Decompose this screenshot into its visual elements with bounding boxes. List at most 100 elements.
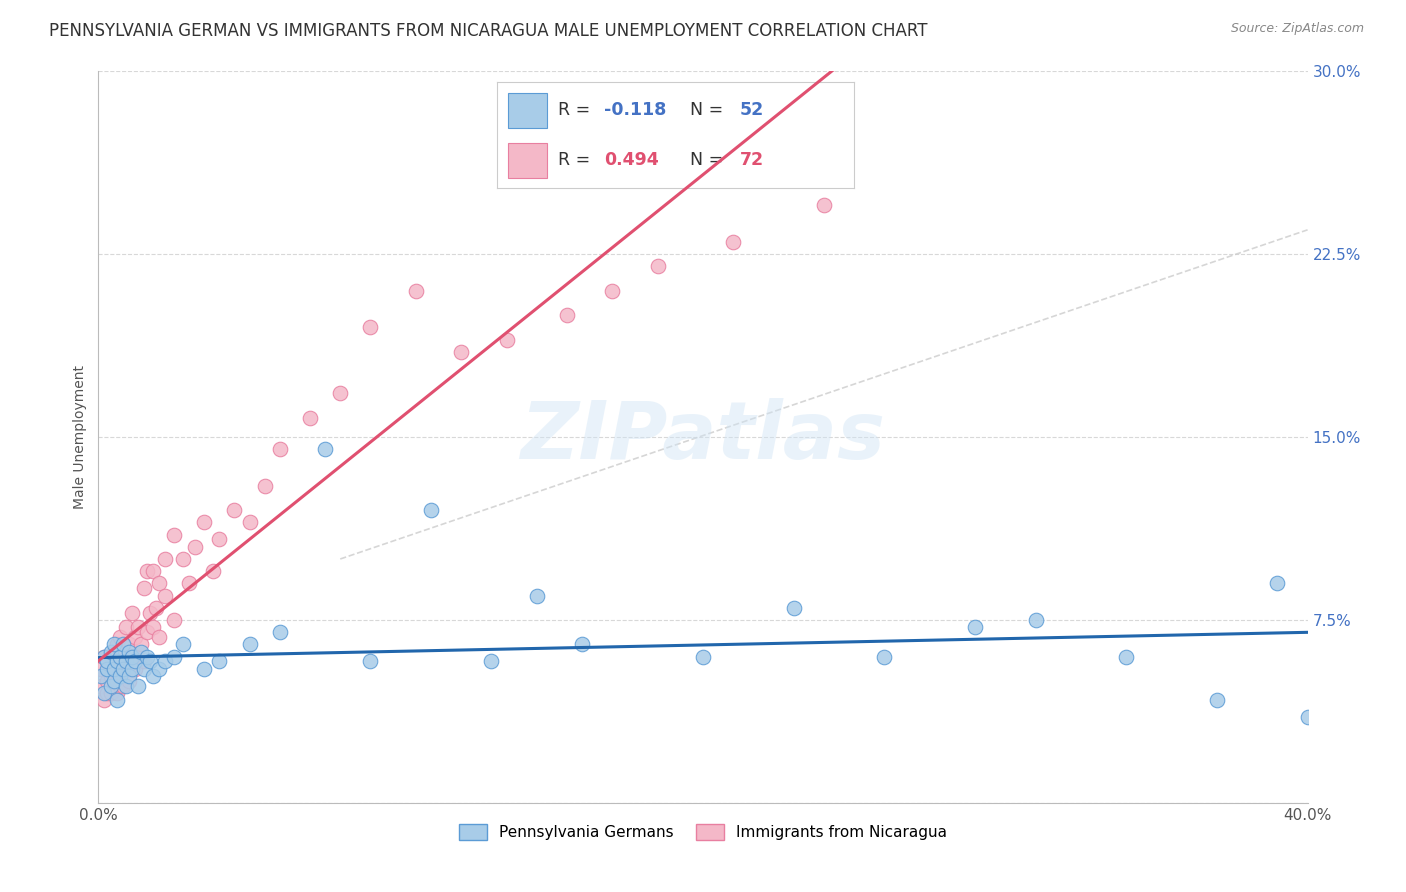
Point xyxy=(121,606,143,620)
Point xyxy=(111,645,134,659)
Point xyxy=(142,564,165,578)
Point xyxy=(239,516,262,530)
Point xyxy=(118,637,141,651)
Point xyxy=(142,669,165,683)
Point xyxy=(602,284,624,298)
Point xyxy=(90,662,112,676)
Point xyxy=(100,649,122,664)
Point xyxy=(647,260,669,274)
Point xyxy=(135,564,157,578)
Point xyxy=(103,662,125,676)
Point xyxy=(111,662,134,676)
Point xyxy=(405,284,427,298)
Point xyxy=(163,527,186,541)
Point xyxy=(1115,649,1137,664)
Point xyxy=(114,654,136,668)
Point xyxy=(208,533,231,547)
Point xyxy=(111,679,134,693)
Point xyxy=(100,645,122,659)
Point xyxy=(153,589,176,603)
Point xyxy=(193,662,215,676)
Text: Source: ZipAtlas.com: Source: ZipAtlas.com xyxy=(1230,22,1364,36)
Point xyxy=(124,630,146,644)
Point xyxy=(510,137,533,152)
Point xyxy=(202,564,225,578)
Point xyxy=(93,649,115,664)
Point xyxy=(105,686,128,700)
Point xyxy=(108,679,131,693)
Point xyxy=(108,630,131,644)
Point xyxy=(103,673,125,688)
Point xyxy=(184,540,207,554)
Point xyxy=(111,637,134,651)
Point xyxy=(555,308,578,322)
Point xyxy=(103,645,125,659)
Point xyxy=(148,662,170,676)
Point xyxy=(481,654,503,668)
Point xyxy=(93,693,115,707)
Point xyxy=(1024,613,1046,627)
Point xyxy=(108,669,131,683)
Point xyxy=(96,662,118,676)
Point xyxy=(142,620,165,634)
Point xyxy=(179,576,201,591)
Point xyxy=(100,669,122,683)
Point xyxy=(692,649,714,664)
Point xyxy=(139,606,162,620)
Point xyxy=(299,410,322,425)
Point xyxy=(124,654,146,668)
Point xyxy=(253,479,276,493)
Point xyxy=(239,637,262,651)
Point xyxy=(172,552,194,566)
Point xyxy=(124,662,146,676)
Point xyxy=(103,637,125,651)
Point xyxy=(526,589,548,603)
Point xyxy=(105,637,128,651)
Point xyxy=(269,625,291,640)
Point xyxy=(121,662,143,676)
Point xyxy=(129,637,152,651)
Point xyxy=(420,503,443,517)
Point xyxy=(118,645,141,659)
Point xyxy=(127,679,149,693)
Point xyxy=(360,320,382,334)
Y-axis label: Male Unemployment: Male Unemployment xyxy=(73,365,87,509)
Point xyxy=(314,442,336,457)
Point xyxy=(153,654,176,668)
Point xyxy=(108,669,131,683)
Point xyxy=(103,679,125,693)
Point xyxy=(105,654,128,668)
Point xyxy=(114,679,136,693)
Point xyxy=(114,654,136,668)
Point xyxy=(121,649,143,664)
Text: PENNSYLVANIA GERMAN VS IMMIGRANTS FROM NICARAGUA MALE UNEMPLOYMENT CORRELATION C: PENNSYLVANIA GERMAN VS IMMIGRANTS FROM N… xyxy=(49,22,928,40)
Point xyxy=(103,662,125,676)
Point xyxy=(93,686,115,700)
Point xyxy=(90,679,112,693)
Point xyxy=(148,630,170,644)
Point xyxy=(360,654,382,668)
Point xyxy=(96,673,118,688)
Point xyxy=(127,649,149,664)
Point xyxy=(135,625,157,640)
Legend: Pennsylvania Germans, Immigrants from Nicaragua: Pennsylvania Germans, Immigrants from Ni… xyxy=(453,818,953,847)
Point xyxy=(145,600,167,615)
Point xyxy=(965,620,987,634)
Point xyxy=(108,649,131,664)
Point xyxy=(813,198,835,212)
Point xyxy=(139,654,162,668)
Point xyxy=(118,662,141,676)
Point xyxy=(783,600,806,615)
Point xyxy=(118,669,141,683)
Point xyxy=(96,654,118,668)
Point xyxy=(450,344,472,359)
Point xyxy=(129,645,152,659)
Point xyxy=(132,654,155,668)
Point xyxy=(108,649,131,664)
Text: ZIPatlas: ZIPatlas xyxy=(520,398,886,476)
Point xyxy=(153,552,176,566)
Point xyxy=(1267,576,1289,591)
Point xyxy=(148,576,170,591)
Point xyxy=(163,613,186,627)
Point xyxy=(105,693,128,707)
